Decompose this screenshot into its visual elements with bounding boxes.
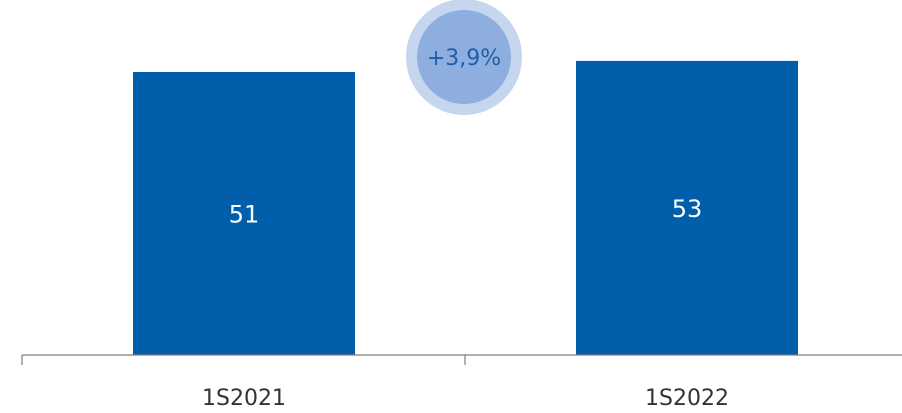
bar-value-label: 53 [672, 195, 703, 223]
bars-group: 51 53 [133, 60, 798, 355]
x-tick-label: 1S2022 [645, 386, 729, 411]
bar-value-label: 51 [229, 201, 260, 229]
x-tick-label: 1S2021 [202, 386, 286, 411]
labels-group: 1S2021 1S2022 [202, 386, 729, 411]
x-axis [21, 354, 902, 365]
growth-badge-inner [417, 10, 511, 104]
growth-badge: +3,9% [406, 0, 522, 115]
bar-1s2022 [576, 60, 798, 355]
bar-1s2021 [133, 72, 355, 355]
growth-label: +3,9% [427, 46, 501, 71]
